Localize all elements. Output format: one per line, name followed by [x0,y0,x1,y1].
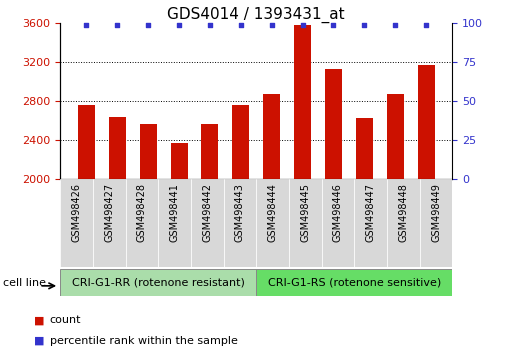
Point [329,23,338,28]
Bar [417,65,435,179]
Bar [387,179,419,267]
Bar [201,124,219,179]
Point [113,23,121,28]
Bar [289,179,322,267]
Bar [256,269,452,296]
Text: ■: ■ [34,336,44,346]
Text: GSM498426: GSM498426 [72,183,82,242]
Point [391,23,400,28]
Bar [60,179,93,267]
Text: CRI-G1-RR (rotenone resistant): CRI-G1-RR (rotenone resistant) [72,277,245,287]
Text: GSM498427: GSM498427 [104,183,114,242]
Text: GSM498446: GSM498446 [333,183,343,242]
Bar [256,179,289,267]
Text: count: count [50,315,81,325]
Bar [126,179,158,267]
Point [268,23,276,28]
Text: cell line: cell line [3,278,46,288]
Point [206,23,214,28]
Bar [232,105,249,179]
Text: GSM498449: GSM498449 [431,183,441,242]
Text: GSM498448: GSM498448 [399,183,408,242]
Text: ■: ■ [34,315,44,325]
Bar [355,179,387,267]
Bar [78,105,95,179]
Bar [191,179,224,267]
Point [175,23,183,28]
Bar [325,69,342,179]
Point [422,23,430,28]
Point [360,23,369,28]
Point [82,23,90,28]
Text: GSM498442: GSM498442 [202,183,212,242]
Bar [60,269,256,296]
Bar [386,94,404,179]
Bar [170,143,188,179]
Text: GSM498443: GSM498443 [235,183,245,242]
Bar [109,118,126,179]
Bar [294,25,311,179]
Bar [93,179,126,267]
Text: GSM498447: GSM498447 [366,183,376,242]
Bar [140,124,157,179]
Bar [356,118,373,179]
Bar [263,94,280,179]
Title: GDS4014 / 1393431_at: GDS4014 / 1393431_at [167,7,345,23]
Text: CRI-G1-RS (rotenone sensitive): CRI-G1-RS (rotenone sensitive) [268,277,441,287]
Text: GSM498428: GSM498428 [137,183,147,242]
Text: percentile rank within the sample: percentile rank within the sample [50,336,237,346]
Bar [419,179,452,267]
Text: GSM498441: GSM498441 [169,183,179,242]
Bar [158,179,191,267]
Text: GSM498444: GSM498444 [268,183,278,242]
Point [299,23,307,28]
Point [144,23,152,28]
Bar [322,179,355,267]
Bar [224,179,256,267]
Text: GSM498445: GSM498445 [300,183,310,242]
Point [236,23,245,28]
